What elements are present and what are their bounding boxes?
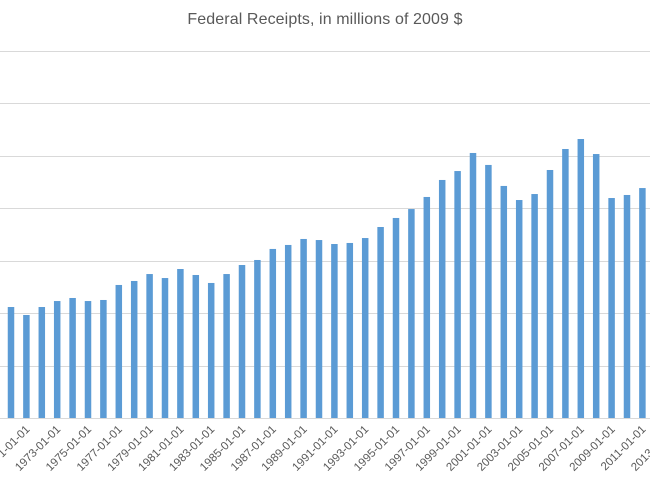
bars xyxy=(7,139,646,419)
bar-1993 xyxy=(361,238,369,418)
bar-2003 xyxy=(515,200,523,418)
bar-1976 xyxy=(100,299,107,418)
bar-1971 xyxy=(23,315,30,419)
bar-1979 xyxy=(146,274,153,418)
bar-1977 xyxy=(115,284,123,418)
bar-1987 xyxy=(269,248,277,418)
bar-1984 xyxy=(223,274,230,418)
bar-2008 xyxy=(592,154,600,418)
bar-1974 xyxy=(69,297,76,419)
bar-2010 xyxy=(623,194,631,418)
bar-1990 xyxy=(315,240,323,418)
bar-1996 xyxy=(408,209,415,418)
bar-1986 xyxy=(254,259,261,419)
gridlines xyxy=(0,51,650,367)
bar-1982 xyxy=(192,274,200,418)
bar-2005 xyxy=(546,169,554,418)
bar-1988 xyxy=(284,244,292,418)
bar-1975 xyxy=(84,301,92,418)
bar-1972 xyxy=(38,307,46,418)
bar-2004 xyxy=(531,194,538,418)
chart-title: Federal Receipts, in millions of 2009 $ xyxy=(187,11,463,28)
bar-1995 xyxy=(392,217,400,418)
bar-1989 xyxy=(300,238,307,418)
bar-1997 xyxy=(423,196,431,418)
bar-2001 xyxy=(485,164,492,418)
bar-1985 xyxy=(238,265,246,418)
bar-1992 xyxy=(346,242,354,418)
bar-2007 xyxy=(577,139,585,418)
bar-1978 xyxy=(130,280,138,419)
bar-1970 xyxy=(7,307,15,418)
bar-1981 xyxy=(177,269,184,418)
bar-1983 xyxy=(207,282,215,418)
bar-1973 xyxy=(53,301,61,418)
bar-2000 xyxy=(469,152,477,419)
bar-2006 xyxy=(562,148,569,419)
bar-2002 xyxy=(500,185,508,418)
bar-2009 xyxy=(608,198,615,418)
bar-1994 xyxy=(377,227,384,418)
bar-1999 xyxy=(454,171,461,418)
bar-1991 xyxy=(331,244,338,418)
x-axis-tick-labels: 1971-01-011973-01-011975-01-011977-01-01… xyxy=(0,424,650,474)
bar-1998 xyxy=(438,179,446,418)
bar-1980 xyxy=(161,278,169,418)
bar-2011 xyxy=(639,188,646,418)
